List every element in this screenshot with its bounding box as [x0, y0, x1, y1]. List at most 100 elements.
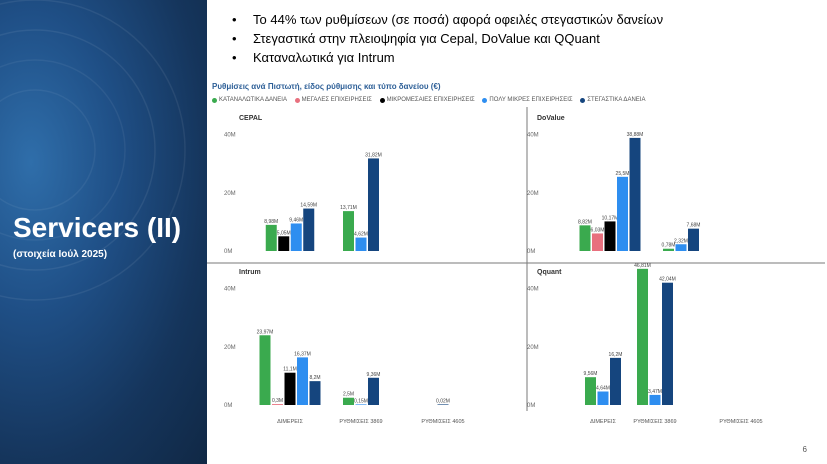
bar [629, 137, 641, 251]
slide-subtitle: (στοιχεία Ιούλ 2025) [13, 249, 108, 260]
y-tick-label: 0M [527, 403, 535, 409]
bar [290, 223, 302, 251]
data-label: 11,1M [283, 367, 297, 373]
slide-title: Servicers (II) [13, 212, 182, 243]
y-tick-label: 0M [527, 249, 535, 255]
bar [592, 233, 603, 251]
bar [579, 225, 591, 251]
legend-item-consumer[interactable]: ΚΑΤΑΝΑΛΩΤΙΚΑ ΔΑΝΕΙΑ [212, 97, 287, 104]
bar [617, 176, 628, 251]
bullet-list: Το 44% των ρυθμίσεων (σε ποσά) αφορά οφε… [232, 10, 663, 67]
bar [662, 282, 673, 405]
bar [303, 208, 315, 251]
bar [604, 221, 616, 251]
y-tick-label: 40M [224, 133, 236, 139]
data-label: 25,5M [616, 171, 630, 177]
data-label: 7,68M [687, 223, 701, 229]
bar [259, 335, 271, 405]
data-label: 10,17M [602, 215, 619, 221]
bar [437, 404, 449, 405]
data-label: 9,46M [289, 217, 303, 223]
bar [585, 377, 596, 405]
data-label: 2,32M [674, 238, 688, 244]
data-label: 0,3M [272, 398, 283, 404]
data-label: 31,82M [365, 152, 382, 158]
bar [355, 237, 367, 251]
legend-item-micro[interactable]: ΜΙΚΡΟΜΕΣΑΙΕΣ ΕΠΙΧΕΙΡΗΣΕΙΣ [379, 97, 475, 104]
data-label: 0,78M [662, 243, 676, 249]
bar [272, 404, 283, 405]
legend-dot-icon [212, 97, 217, 103]
bar [278, 236, 290, 251]
bar [688, 228, 699, 251]
bar [649, 394, 661, 405]
chart-legend: ΚΑΤΑΝΑΛΩΤΙΚΑ ΔΑΝΕΙΑ ΜΕΓΑΛΕΣ ΕΠΙΧΕΙΡΗΣΕΙΣ… [212, 97, 651, 107]
bar [597, 391, 609, 405]
bullet-item: Το 44% των ρυθμίσεων (σε ποσά) αφορά οφε… [232, 10, 663, 29]
panel-title-qquant: Qquant [537, 269, 562, 276]
x-category-label: ΡΥΘΜΙΣΕΙΣ 3869 [339, 419, 382, 425]
data-label: 6,03M [591, 227, 605, 233]
bar [343, 211, 354, 251]
data-label: 46,81M [634, 263, 651, 269]
bar-chart-grid: CEPAL 0M 20M 40M 8,98M 5,05M 9,46M 14,59M 13,71M… [207, 107, 825, 425]
data-label: 2,5M [343, 392, 354, 398]
data-label: 5,05M [277, 230, 291, 236]
data-label: 8,98M [264, 219, 278, 225]
x-category-label: ΡΥΘΜΙΣΕΙΣ 4605 [719, 419, 762, 425]
data-label: 0,15M [354, 398, 368, 404]
data-label: 38,88M [627, 132, 644, 138]
bar [675, 244, 687, 251]
data-label: 16,37M [294, 351, 311, 357]
data-label: 16,2M [609, 352, 623, 358]
bar [610, 357, 621, 405]
data-label: 42,04M [659, 277, 676, 283]
bar [265, 224, 277, 251]
y-tick-label: 0M [224, 249, 232, 255]
legend-item-housing[interactable]: ΣΤΕΓΑΣΤΙΚΑ ΔΑΝΕΙΑ [580, 97, 645, 104]
panel-title-dovalue: DoValue [537, 115, 565, 122]
x-category-label: ΔΙΜΕΡΕΙΣ [277, 419, 303, 425]
x-category-label: ΔΙΜΕΡΕΙΣ [590, 419, 616, 425]
bar [297, 357, 308, 405]
x-category-label: ΡΥΘΜΙΣΕΙΣ 4605 [421, 419, 464, 425]
y-tick-label: 40M [527, 287, 539, 293]
bar [368, 377, 379, 405]
data-label: 8,82M [578, 219, 592, 225]
bar [284, 372, 296, 405]
data-label: 4,62M [354, 232, 368, 238]
data-label: 8,2M [309, 375, 320, 381]
data-label: 4,64M [596, 386, 610, 392]
data-label: 13,71M [340, 205, 357, 211]
decorative-arcs [0, 0, 186, 301]
page-number: 6 [802, 445, 807, 454]
bar [663, 248, 674, 251]
chart-title: Ρυθμίσεις ανά Πιστωτή, είδος ρύθμισης κα… [212, 82, 441, 91]
title-panel: Servicers (II) (στοιχεία Ιούλ 2025) [0, 0, 207, 464]
legend-item-large[interactable]: ΜΕΓΑΛΕΣ ΕΠΙΧΕΙΡΗΣΕΙΣ [294, 97, 372, 104]
bar [309, 381, 321, 405]
data-label: 3,47M [648, 389, 662, 395]
bar [637, 268, 648, 405]
data-label: 0,02M [436, 398, 450, 404]
y-tick-label: 40M [527, 133, 539, 139]
data-label: 9,56M [584, 371, 598, 377]
x-category-label: ΡΥΘΜΙΣΕΙΣ 3869 [633, 419, 676, 425]
data-label: 23,97M [257, 329, 274, 335]
bullet-item: Στεγαστικά στην πλειοψηφία για Cepal, Do… [232, 29, 663, 48]
y-tick-label: 20M [224, 345, 236, 351]
y-tick-label: 20M [224, 191, 236, 197]
bar [343, 397, 354, 405]
y-tick-label: 40M [224, 287, 236, 293]
y-tick-label: 20M [527, 191, 539, 197]
data-label: 14,59M [300, 203, 317, 209]
panel-title-cepal: CEPAL [239, 115, 263, 122]
bar [355, 404, 367, 405]
legend-item-small[interactable]: ΠΟΛΥ ΜΙΚΡΕΣ ΕΠΙΧΕΙΡΗΣΕΙΣ [482, 97, 573, 104]
legend-dot-icon [482, 97, 488, 103]
y-tick-label: 0M [224, 403, 232, 409]
legend-dot-icon [580, 97, 586, 103]
data-label: 9,36M [367, 372, 381, 378]
legend-dot-icon [379, 97, 385, 103]
y-tick-label: 20M [527, 345, 539, 351]
